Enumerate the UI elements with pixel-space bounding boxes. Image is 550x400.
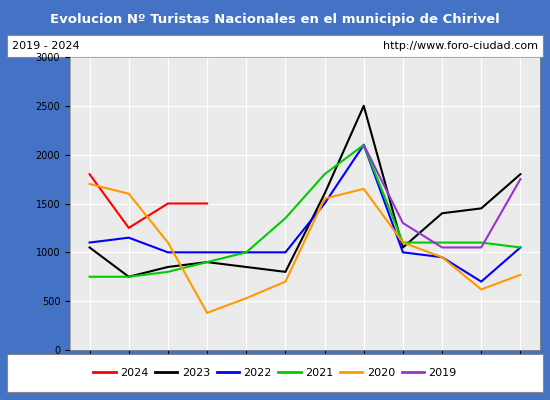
Text: 2019 - 2024: 2019 - 2024 — [12, 41, 80, 51]
Text: Evolucion Nº Turistas Nacionales en el municipio de Chirivel: Evolucion Nº Turistas Nacionales en el m… — [50, 14, 500, 26]
Legend: 2024, 2023, 2022, 2021, 2020, 2019: 2024, 2023, 2022, 2021, 2020, 2019 — [90, 365, 460, 381]
Text: http://www.foro-ciudad.com: http://www.foro-ciudad.com — [383, 41, 538, 51]
